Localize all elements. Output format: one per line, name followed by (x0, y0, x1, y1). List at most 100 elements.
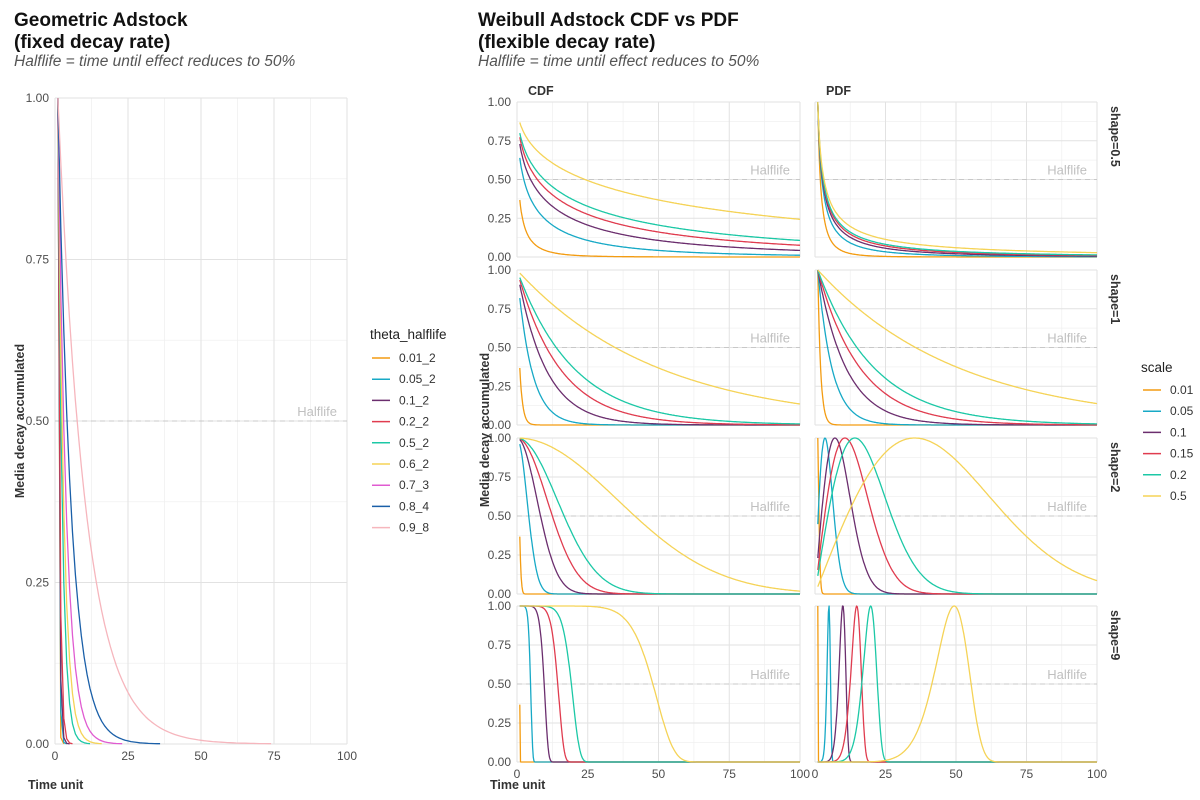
series-lines (817, 605, 1097, 763)
x-tick-label: 100 (337, 749, 357, 763)
series-line-PDF-0-2 (817, 437, 1097, 595)
weibull-legend-label: 0.5 (1170, 489, 1187, 503)
x-tick-label: 100 (790, 767, 810, 781)
halflife-label: Halflife (750, 163, 790, 178)
y-tick-label: 0.75 (488, 302, 512, 316)
y-tick-label: 0.75 (26, 253, 50, 267)
x-tick-label: 25 (581, 767, 595, 781)
y-tick-label: 0.75 (488, 470, 512, 484)
series-line-CDF-0-01 (519, 199, 800, 258)
y-tick-label: 0.50 (488, 677, 512, 691)
x-tick-label: 75 (1020, 767, 1034, 781)
halflife-label: Halflife (1047, 499, 1087, 514)
x-tick-label: 50 (949, 767, 963, 781)
geometric-legend-label: 0.6_2 (399, 457, 429, 471)
series-line-PDF-0-1 (817, 101, 1097, 257)
series-line-CDF-0-2 (519, 277, 801, 425)
y-tick-label: 0.00 (488, 250, 512, 264)
weibull-legend: scale 0.01 0.05 0.1 0.15 0.2 0.5 (1141, 360, 1194, 503)
geometric-subtitle: Halflife = time until effect reduces to … (14, 53, 296, 70)
weibull-subtitle: Halflife = time until effect reduces to … (478, 53, 760, 70)
x-tick-label: 50 (194, 749, 208, 763)
y-tick-label: 0.50 (488, 341, 512, 355)
weibull-panel-pdf-row3: 0 25 50 75 100 Halflife (812, 605, 1107, 781)
x-tick-label: 25 (879, 767, 893, 781)
weibull-panel-cdf-row2: 0.00 0.25 0.50 0.75 1.00 Halflife (488, 431, 801, 601)
geometric-panel: 0.00 0.25 0.50 0.75 1.00 0 25 50 75 100 Halflife (26, 91, 358, 763)
y-tick-label: 1.00 (26, 91, 50, 105)
y-tick-label: 1.00 (488, 599, 512, 613)
series-line-PDF-0-5 (817, 101, 1098, 254)
y-tick-label: 0.25 (488, 716, 512, 730)
series-line-PDF-0-5 (817, 437, 1098, 587)
y-tick-label: 1.00 (488, 95, 512, 109)
series-line-CDF-0-15 (519, 438, 800, 595)
series-line-CDF-0-01 (519, 536, 800, 595)
weibull-panel-cdf-row3: 0.00 0.25 0.50 0.75 1.00 0 25 50 75 100 Halflife (488, 599, 811, 781)
series-line-CDF-0-5 (519, 605, 800, 763)
series-line-CDF-0-5 (519, 122, 800, 220)
series-lines (519, 272, 801, 426)
facet-strip-column: PDF (826, 84, 851, 98)
halflife-label: Halflife (750, 667, 790, 682)
x-tick-label: 0 (812, 767, 819, 781)
geometric-legend-label: 0.1_2 (399, 393, 429, 407)
series-line-CDF-0-2 (519, 437, 800, 595)
facet-strip-row: shape=9 (1108, 610, 1122, 660)
series-lines (817, 437, 1098, 595)
series-line-0-9-8 (57, 97, 272, 745)
series-line-PDF-0-05 (817, 101, 1097, 258)
halflife-label: Halflife (1047, 667, 1087, 682)
geometric-legend-label: 0.9_8 (399, 521, 429, 535)
series-lines (817, 101, 1098, 258)
geometric-legend-label: 0.5_2 (399, 436, 429, 450)
halflife-label: Halflife (297, 404, 337, 419)
series-line-CDF-0-1 (519, 439, 800, 595)
x-tick-label: 0 (514, 767, 521, 781)
series-line-PDF-0-5 (817, 269, 1098, 405)
series-line-0-8-4 (57, 97, 161, 745)
weibull-panel-cdf-row0: 0.00 0.25 0.50 0.75 1.00 Halflife (488, 95, 801, 264)
series-line-PDF-0-2 (817, 269, 1097, 425)
x-tick-label: 25 (121, 749, 135, 763)
y-tick-label: 0.75 (488, 134, 512, 148)
series-line-0-5-2 (57, 97, 91, 745)
weibull-panel-pdf-row0: Halflife (814, 101, 1098, 258)
weibull-legend-label: 0.01 (1170, 383, 1194, 397)
y-tick-label: 1.00 (488, 263, 512, 277)
weibull-legend-title: scale (1141, 360, 1173, 375)
y-tick-label: 0.50 (488, 509, 512, 523)
geometric-legend-label: 0.2_2 (399, 415, 429, 429)
series-lines (57, 97, 272, 745)
series-line-CDF-0-1 (519, 143, 800, 252)
series-line-CDF-0-05 (519, 298, 800, 426)
y-tick-label: 0.25 (488, 548, 512, 562)
y-tick-label: 0.25 (488, 379, 512, 393)
series-lines (519, 605, 800, 763)
series-lines (519, 122, 801, 258)
weibull-title: Weibull Adstock CDF vs PDF (flexible dec… (478, 10, 739, 53)
y-tick-label: 0.00 (26, 737, 50, 751)
x-tick-label: 100 (1087, 767, 1107, 781)
series-line-CDF-0-2 (519, 132, 800, 242)
series-lines (519, 437, 800, 595)
weibull-legend-label: 0.2 (1170, 468, 1187, 482)
facet-strip-column: CDF (528, 84, 554, 98)
y-tick-label: 0.25 (26, 576, 50, 590)
weibull-y-axis-label: Media decay accumulated (478, 353, 492, 507)
geometric-legend-label: 0.8_4 (399, 499, 429, 513)
geometric-legend-label: 0.01_2 (399, 351, 436, 365)
series-line-0-2-2 (57, 97, 73, 745)
series-line-CDF-0-5 (519, 272, 801, 405)
halflife-label: Halflife (1047, 331, 1087, 346)
series-line-0-7-3 (57, 97, 123, 745)
y-tick-label: 0.25 (488, 211, 512, 225)
series-line-CDF-0-5 (519, 437, 800, 592)
geometric-legend-label: 0.7_3 (399, 478, 429, 492)
geometric-x-axis-label: Time unit (28, 778, 84, 792)
y-tick-label: 0.00 (488, 755, 512, 769)
y-tick-label: 0.00 (488, 418, 512, 432)
series-line-CDF-0-01 (519, 367, 800, 426)
halflife-label: Halflife (750, 331, 790, 346)
